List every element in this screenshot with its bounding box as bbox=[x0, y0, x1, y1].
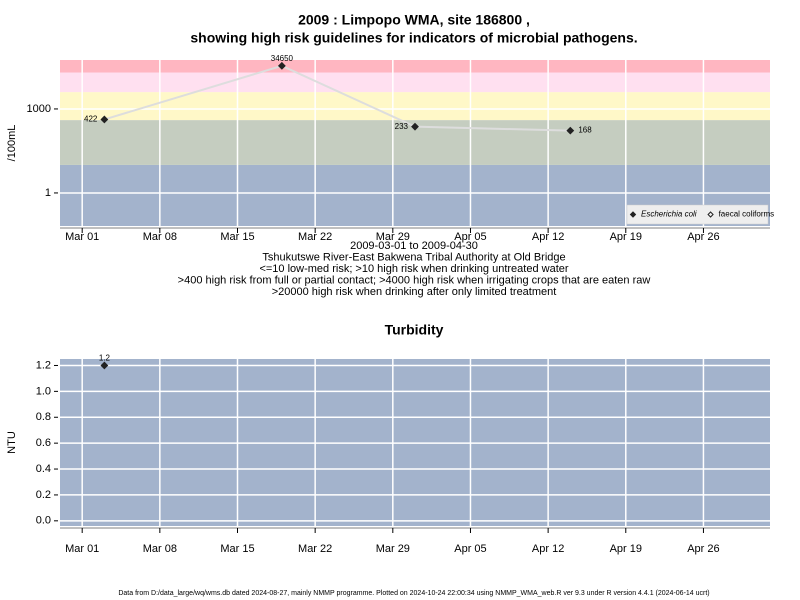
legend-label: faecal coliforms bbox=[719, 210, 775, 219]
legend-marker bbox=[629, 211, 637, 218]
chart-title: Turbidity bbox=[385, 322, 444, 338]
x-tick-label: Mar 08 bbox=[143, 231, 177, 243]
footer: Data from D:/data_large/wq/wms.db dated … bbox=[118, 590, 709, 597]
note: >400 high risk from full or partial cont… bbox=[178, 274, 651, 286]
y-tick-label: 1 bbox=[45, 187, 51, 199]
y-tick-label: 0.8 bbox=[36, 411, 51, 423]
data-point bbox=[411, 122, 419, 131]
risk-band bbox=[60, 72, 770, 93]
x-tick-label: Apr 26 bbox=[687, 231, 719, 243]
x-tick-label: Apr 19 bbox=[610, 231, 642, 243]
x-tick-label: Apr 12 bbox=[532, 543, 564, 555]
data-point bbox=[100, 361, 109, 370]
chart-title: 2009 : Limpopo WMA, site 186800 , bbox=[298, 12, 530, 28]
chart-title: showing high risk guidelines for indicat… bbox=[190, 30, 637, 46]
x-tick-label: Mar 15 bbox=[220, 231, 254, 243]
x-tick-label: Mar 08 bbox=[143, 543, 177, 555]
x-tick-label: Mar 15 bbox=[220, 543, 254, 555]
x-tick-label: Mar 01 bbox=[65, 543, 99, 555]
legend-box bbox=[626, 204, 769, 225]
x-tick-label: Mar 01 bbox=[65, 231, 99, 243]
data-label: 422 bbox=[84, 115, 98, 124]
x-tick-label: Mar 29 bbox=[376, 543, 410, 555]
x-tick-label: Apr 19 bbox=[610, 543, 642, 555]
data-point bbox=[100, 115, 109, 124]
note: Tshukutswe River-East Bakwena Tribal Aut… bbox=[262, 251, 565, 263]
x-tick-label: Apr 05 bbox=[454, 231, 486, 243]
risk-band bbox=[60, 60, 770, 73]
y-tick-label: 0.4 bbox=[36, 463, 51, 475]
risk-band bbox=[60, 92, 770, 121]
y-tick-label: 1000 bbox=[27, 103, 51, 115]
series-line bbox=[104, 64, 571, 132]
x-tick-label: Apr 12 bbox=[532, 231, 564, 243]
y-tick-label: 0.0 bbox=[36, 515, 51, 527]
y-tick-label: 0.6 bbox=[36, 437, 51, 449]
y-axis-label: NTU bbox=[6, 431, 18, 454]
x-tick-label: Mar 22 bbox=[298, 543, 332, 555]
legend-marker bbox=[707, 211, 714, 218]
data-point bbox=[566, 126, 575, 135]
legend-label: Escherichia coli bbox=[641, 210, 697, 219]
data-label: 34650 bbox=[271, 54, 294, 63]
x-tick-label: Apr 26 bbox=[687, 543, 719, 555]
data-label: 1.2 bbox=[99, 354, 111, 363]
note: >20000 high risk when drinking after onl… bbox=[272, 286, 557, 298]
note: <=10 low-med risk; >10 high risk when dr… bbox=[259, 263, 568, 275]
data-label: 168 bbox=[578, 126, 592, 135]
x-tick-label: Mar 22 bbox=[298, 231, 332, 243]
y-tick-label: 1.0 bbox=[36, 385, 51, 397]
x-tick-label: Apr 05 bbox=[454, 543, 486, 555]
x-tick-label: Mar 29 bbox=[376, 231, 410, 243]
y-tick-label: 0.2 bbox=[36, 489, 51, 501]
data-label: 233 bbox=[395, 122, 409, 131]
y-tick-label: 1.2 bbox=[36, 359, 51, 371]
y-axis-label: /100mL bbox=[6, 125, 18, 162]
data-point bbox=[277, 61, 286, 70]
note: 2009-03-01 to 2009-04-30 bbox=[350, 240, 478, 252]
